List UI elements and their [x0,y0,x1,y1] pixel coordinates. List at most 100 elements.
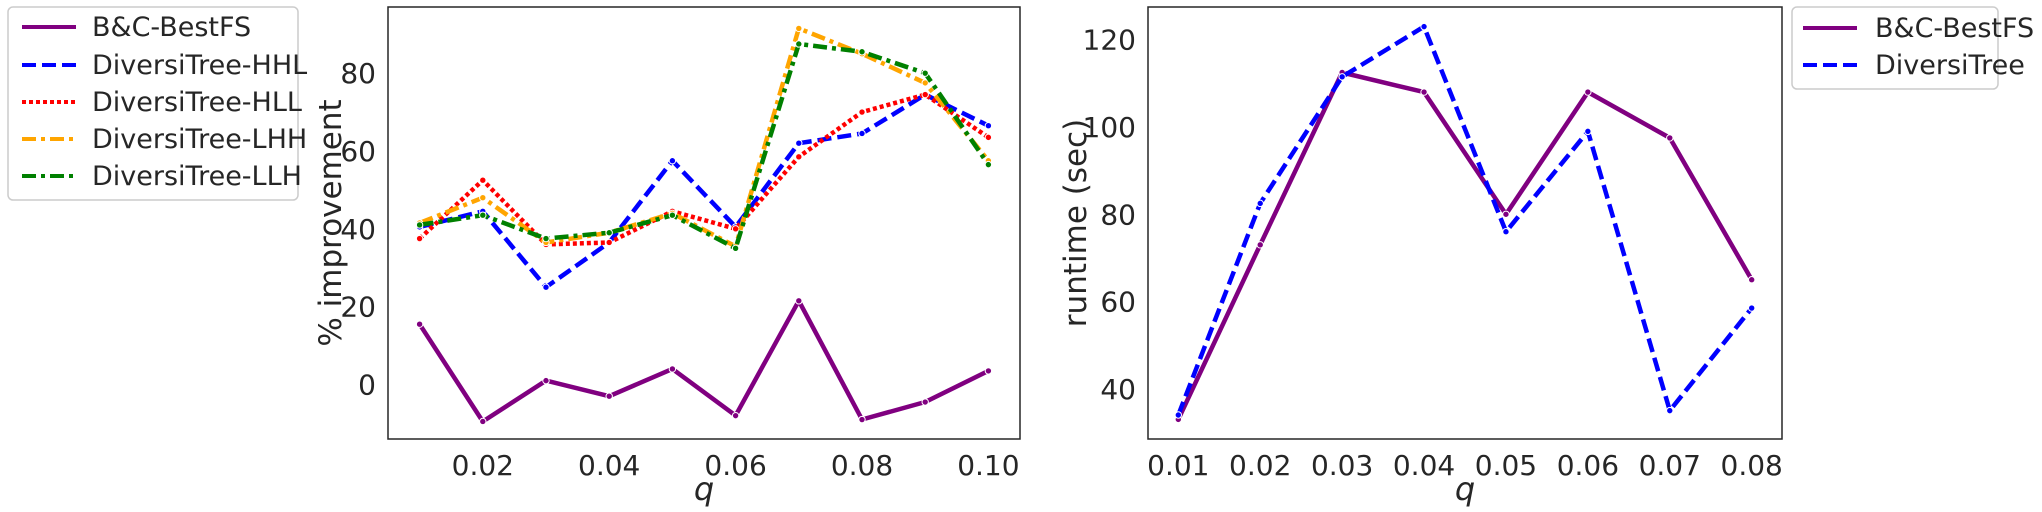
runtime-x-axis-label: q [1455,470,1475,508]
improvement-x-tick-label: 0.08 [831,449,893,482]
runtime-x-tick-label: 0.03 [1311,449,1373,482]
improvement-point-diversitree-llh [542,234,550,243]
runtime-y-tick-label: 120 [1083,24,1136,57]
legend-label-bc-bestfs: B&C-BestFS [92,12,251,43]
runtime-point-diversitree [1338,73,1346,81]
improvement-x-axis-label: q [694,470,714,508]
improvement-x-tick-label: 0.04 [578,449,640,482]
right-legend-entry-1: B&C-BestFS [1803,13,2034,44]
runtime-x-tick-label: 0.06 [1557,449,1619,482]
improvement-point-diversitree-lhh [921,79,929,87]
improvement-x-tick-label: 0.02 [452,449,514,482]
improvement-point-diversitree-llh [921,69,929,77]
improvement-point-diversitree-llh [668,211,677,219]
runtime-x-tick-label: 0.05 [1475,449,1537,482]
improvement-point-bc-bestfs [731,411,740,420]
improvement-point-bc-bestfs [479,417,487,426]
runtime-point-diversitree [1747,304,1756,312]
runtime-series [1174,22,1756,424]
improvement-series-line-bc-bestfs [417,298,990,424]
improvement-point-bc-bestfs [668,365,677,373]
improvement-point-diversitree-hhl [984,122,993,130]
runtime-y-tick-label: 80 [1100,198,1136,231]
runtime-series-line-bc-bestfs [1176,70,1754,421]
improvement-point-diversitree-hll [415,234,424,243]
runtime-x-tick-label: 0.02 [1229,449,1291,482]
runtime-y-tick-label: 40 [1100,373,1136,406]
improvement-x-ticks: 0.02 0.04 0.06 0.08 0.10 [452,449,1020,482]
improvement-point-diversitree-hll [795,153,803,161]
runtime-point-bc-bestfs [1747,276,1756,284]
improvement-point-bc-bestfs [858,415,866,424]
improvement-point-bc-bestfs [984,367,993,375]
improvement-point-bc-bestfs [542,376,550,385]
improvement-chart: 0.02 0.04 0.06 0.08 0.10 0 20 40 60 80 q % impro… [313,6,1021,508]
improvement-chart-frame [387,6,1021,440]
runtime-point-diversitree [1174,411,1183,419]
runtime-x-tick-label: 0.01 [1147,449,1209,482]
runtime-y-tick-label: 60 [1100,286,1136,319]
improvement-point-diversitree-hll [731,225,740,233]
improvement-y-tick-label: 20 [340,291,376,324]
improvement-point-diversitree-llh [415,221,424,229]
improvement-point-diversitree-hhl [668,157,677,165]
left-legend-entry-1: B&C-BestFS [22,12,251,43]
improvement-x-tick-label: 0.10 [957,449,1019,482]
runtime-point-bc-bestfs [1420,88,1428,96]
improvement-point-bc-bestfs [921,398,929,406]
runtime-point-diversitree [1584,127,1592,136]
runtime-x-ticks: 0.01 0.02 0.03 0.04 0.05 0.06 0.07 0.08 [1147,449,1783,482]
legend-label-diversitree-hll: DiversiTree-HLL [92,87,302,118]
improvement-point-diversitree-llh [605,229,613,237]
left-legend-entry-5: DiversiTree-LLH [22,161,302,192]
improvement-y-tick-label: 60 [340,135,376,168]
improvement-point-diversitree-llh [795,40,803,48]
runtime-y-axis-label: runtime (sec) [1058,119,1094,327]
runtime-point-bc-bestfs [1666,134,1674,142]
runtime-y-tick-label: 100 [1083,111,1136,144]
improvement-y-ticks: 0 20 40 60 80 [340,57,376,401]
improvement-point-diversitree-hhl [795,139,803,147]
runtime-x-tick-label: 0.04 [1393,449,1455,482]
runtime-point-diversitree [1666,406,1674,415]
runtime-point-diversitree [1420,22,1428,31]
improvement-point-diversitree-hll [605,238,613,247]
left-legend: B&C-BestFS DiversiTree-HHL DiversiTree-H… [7,6,307,201]
improvement-point-diversitree-llh [858,48,866,56]
improvement-point-bc-bestfs [605,392,613,400]
runtime-chart: 0.01 0.02 0.03 0.04 0.05 0.06 0.07 0.08 40 60 80 1… [1058,6,1783,508]
runtime-chart-frame [1147,6,1783,440]
left-legend-entry-3: DiversiTree-HLL [22,87,302,118]
runtime-point-diversitree [1256,199,1264,208]
improvement-series-line-diversitree-llh [419,41,991,251]
improvement-point-diversitree-hll [858,108,866,116]
legend-label-bc-bestfs-runtime: B&C-BestFS [1875,13,2034,44]
runtime-point-bc-bestfs [1502,210,1510,218]
improvement-point-bc-bestfs [795,297,803,305]
improvement-point-diversitree-llh [731,244,740,252]
legend-label-diversitree-lhh: DiversiTree-LHH [92,124,307,155]
left-legend-entry-2: DiversiTree-HHL [22,50,307,81]
improvement-point-diversitree-hhl [858,129,866,138]
improvement-point-bc-bestfs [415,320,424,328]
improvement-series-line-diversitree-hhl [419,92,990,290]
improvement-x-tick-label: 0.06 [704,449,766,482]
runtime-y-ticks: 40 60 80 100 120 [1083,24,1136,406]
legend-label-diversitree: DiversiTree [1875,50,2025,81]
improvement-point-diversitree-llh [479,211,487,219]
improvement-point-diversitree-hll [984,133,993,142]
improvement-point-diversitree-hhl [542,283,550,291]
legend-label-diversitree-llh: DiversiTree-LLH [92,161,302,192]
improvement-point-diversitree-hll [479,176,487,184]
improvement-y-axis-label: % improvement [313,99,349,346]
improvement-series-line-diversitree-hll [418,92,990,247]
runtime-x-tick-label: 0.07 [1639,449,1701,482]
improvement-y-tick-label: 80 [340,57,376,90]
runtime-point-bc-bestfs [1256,241,1264,249]
improvement-series-line-diversitree-lhh [418,26,991,249]
improvement-point-diversitree-lhh [479,194,487,202]
right-legend: B&C-BestFS DiversiTree [1791,6,2034,90]
left-legend-entry-4: DiversiTree-LHH [22,124,307,155]
right-legend-entry-2: DiversiTree [1803,50,2025,81]
